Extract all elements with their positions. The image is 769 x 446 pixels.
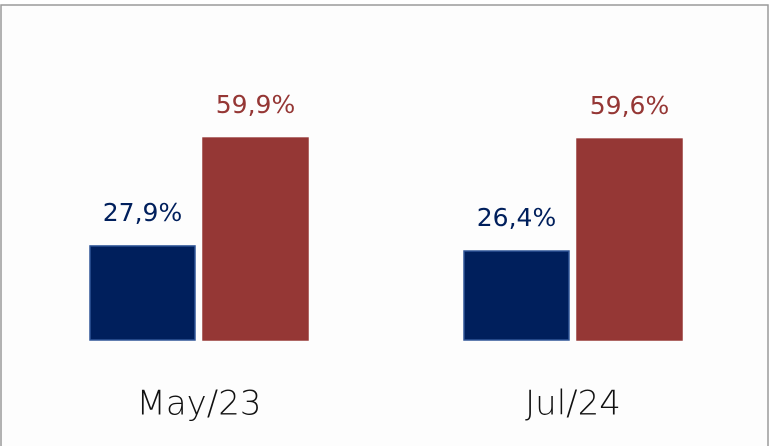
bar <box>89 245 196 341</box>
data-label: 26,4% <box>477 203 556 232</box>
data-label: 59,6% <box>590 91 669 120</box>
bar <box>463 250 570 341</box>
x-tick-label: May/23 <box>136 384 261 424</box>
data-label: 59,9% <box>216 90 295 119</box>
bar <box>202 137 309 341</box>
data-label: 27,9% <box>103 198 182 227</box>
x-tick-label: Jul/24 <box>525 384 621 424</box>
bar <box>576 138 683 341</box>
